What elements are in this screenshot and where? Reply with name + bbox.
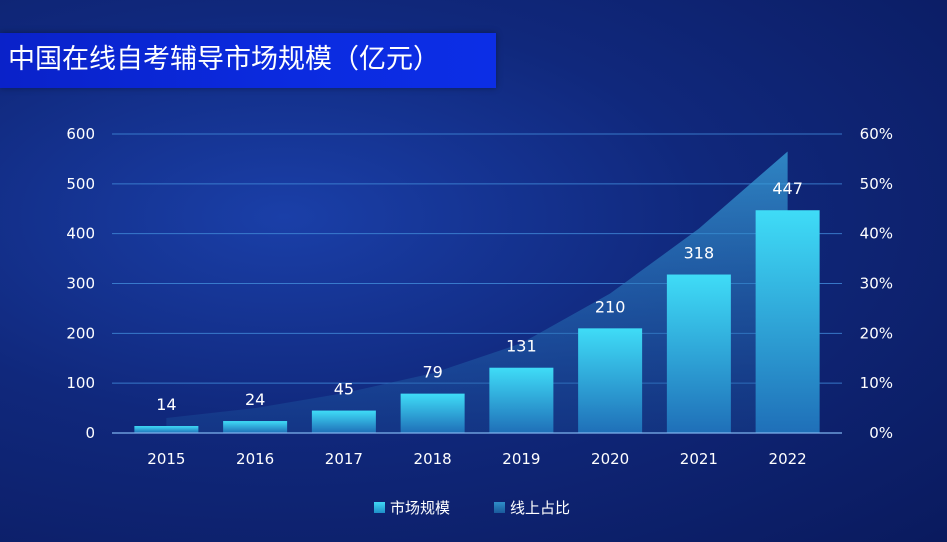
bar <box>400 393 465 433</box>
bar-data-label: 14 <box>156 395 176 414</box>
bar <box>223 421 288 433</box>
y-right-tick-label: 50% <box>860 175 893 193</box>
bar-data-label: 24 <box>245 390 265 409</box>
bar <box>666 274 731 433</box>
axes: 0 0% 100 10% 200 20% 300 30% 400 40% 500 50% 600 60% 2… <box>66 125 893 468</box>
y-left-tick-label: 500 <box>66 175 95 193</box>
bar-data-label: 131 <box>506 337 537 356</box>
bar-series <box>134 210 820 433</box>
legend-item-market: 市场规模 <box>374 497 450 518</box>
y-right-tick-label: 60% <box>860 125 893 143</box>
y-right-tick-label: 10% <box>860 374 893 392</box>
x-tick-label: 2017 <box>325 450 363 468</box>
y-left-tick-label: 600 <box>66 125 95 143</box>
y-right-tick-label: 0% <box>869 424 893 442</box>
bar-data-label: 447 <box>772 179 803 198</box>
y-left-tick-label: 100 <box>66 374 95 392</box>
x-tick-label: 2021 <box>680 450 718 468</box>
bar-data-label: 45 <box>334 380 354 399</box>
bar <box>578 328 643 433</box>
y-left-tick-label: 300 <box>66 275 95 293</box>
bar <box>311 410 376 433</box>
title-banner: 中国在线自考辅导市场规模（亿元） <box>0 33 496 88</box>
y-left-tick-label: 200 <box>66 324 95 342</box>
x-tick-label: 2018 <box>414 450 452 468</box>
data-labels: 14 24 45 79 131 210 318 447 <box>156 179 803 414</box>
x-tick-label: 2019 <box>502 450 540 468</box>
y-right-tick-label: 30% <box>860 275 893 293</box>
y-right-tick-label: 20% <box>860 324 893 342</box>
legend-item-online-share: 线上占比 <box>494 497 570 518</box>
legend: 市场规模 线上占比 <box>374 497 570 518</box>
x-tick-label: 2020 <box>591 450 629 468</box>
x-tick-label: 2022 <box>769 450 807 468</box>
y-left-tick-label: 400 <box>66 225 95 243</box>
bar <box>134 426 199 433</box>
y-left-tick-label: 0 <box>85 424 95 442</box>
legend-label-online-share: 线上占比 <box>510 499 571 517</box>
legend-label-market: 市场规模 <box>390 499 451 517</box>
x-tick-label: 2016 <box>236 450 274 468</box>
bar-data-label: 318 <box>684 244 715 263</box>
bar <box>489 367 554 433</box>
legend-swatch-area <box>494 502 506 513</box>
x-tick-label: 2015 <box>147 450 185 468</box>
bar-data-label: 79 <box>422 363 442 382</box>
bar <box>755 210 820 433</box>
chart-title: 中国在线自考辅导市场规模（亿元） <box>8 44 440 75</box>
y-right-tick-label: 40% <box>860 225 893 243</box>
legend-swatch-bar <box>374 502 385 513</box>
bar-data-label: 210 <box>595 297 626 316</box>
